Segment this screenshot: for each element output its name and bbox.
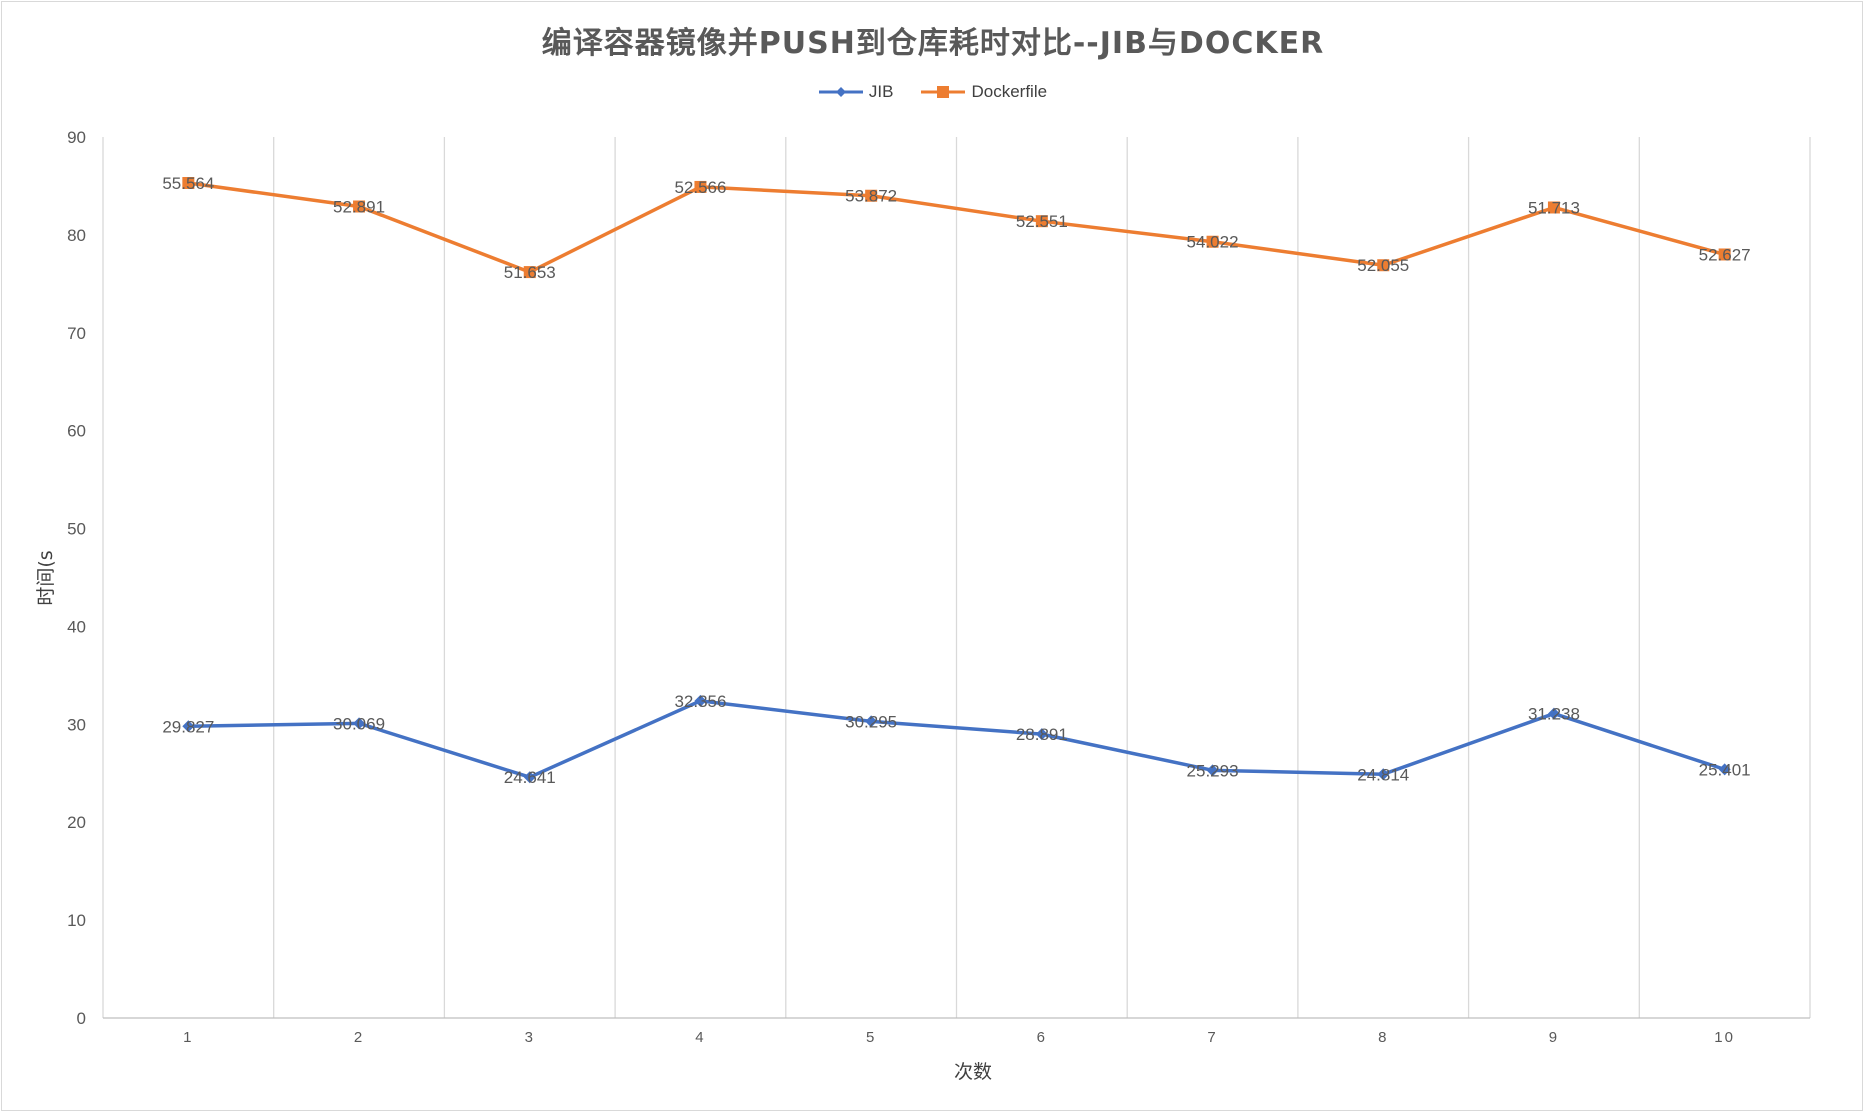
x-tick-label: 5 bbox=[866, 1029, 876, 1046]
data-point bbox=[1035, 215, 1048, 228]
data-label: 55.564 bbox=[162, 174, 214, 193]
data-point bbox=[523, 266, 536, 279]
data-label: 52.055 bbox=[1357, 256, 1409, 275]
y-tick-label: 90 bbox=[67, 128, 86, 147]
data-label: 28.891 bbox=[1016, 725, 1068, 744]
series-jib: 29.827 30.069 24.641 32.356 30.295 28.891 25.2… bbox=[162, 692, 1750, 787]
data-point bbox=[1377, 259, 1390, 272]
y-tick-label: 10 bbox=[67, 911, 86, 930]
data-point bbox=[1206, 764, 1219, 777]
data-label: 29.827 bbox=[162, 717, 214, 736]
data-point bbox=[182, 720, 195, 733]
x-tick-label: 7 bbox=[1207, 1029, 1217, 1046]
data-point bbox=[182, 177, 195, 190]
legend-swatch-jib bbox=[818, 87, 863, 97]
y-axis-title: 时间(s bbox=[35, 550, 57, 605]
data-point bbox=[1206, 235, 1219, 248]
gridlines bbox=[102, 137, 1811, 1019]
legend-item-jib: JIB bbox=[818, 82, 894, 102]
data-point bbox=[694, 180, 707, 193]
data-label: 52.551 bbox=[1016, 212, 1068, 231]
x-tick-label: 10 bbox=[1714, 1029, 1735, 1046]
data-point bbox=[694, 694, 707, 707]
data-label: 30.295 bbox=[845, 712, 897, 731]
legend-item-dockerfile: Dockerfile bbox=[921, 82, 1047, 102]
legend-label-dockerfile: Dockerfile bbox=[971, 82, 1048, 101]
data-point bbox=[1377, 768, 1390, 781]
data-label: 25.401 bbox=[1699, 760, 1751, 779]
data-point bbox=[865, 715, 878, 728]
data-point bbox=[865, 189, 878, 202]
y-tick-label: 20 bbox=[67, 813, 86, 832]
data-label: 24.641 bbox=[504, 768, 556, 787]
series-line bbox=[188, 181, 1726, 274]
x-axis-title: 次数 bbox=[954, 1061, 992, 1083]
x-tick-label: 6 bbox=[1037, 1029, 1047, 1046]
data-label: 52.627 bbox=[1699, 245, 1751, 264]
x-tick-label: 8 bbox=[1378, 1029, 1388, 1046]
y-axis-ticks: 0 10 20 30 40 50 60 70 80 90 bbox=[67, 128, 86, 1028]
y-tick-label: 40 bbox=[67, 617, 86, 636]
y-tick-label: 70 bbox=[67, 324, 86, 343]
y-tick-label: 50 bbox=[67, 520, 86, 539]
data-label: 32.356 bbox=[674, 692, 726, 711]
data-label: 52.566 bbox=[674, 178, 726, 197]
data-label: 51.653 bbox=[504, 263, 556, 282]
data-point bbox=[1547, 707, 1560, 720]
data-point bbox=[1718, 763, 1731, 776]
y-tick-label: 60 bbox=[67, 422, 86, 441]
data-point bbox=[1035, 728, 1048, 741]
x-tick-label: 4 bbox=[695, 1029, 705, 1046]
series-dockerfile: 55.564 52.891 51.653 52.566 53.872 52.551 54.0… bbox=[162, 174, 1750, 282]
data-label: 30.069 bbox=[333, 714, 385, 733]
x-tick-label: 3 bbox=[525, 1029, 535, 1046]
series-layer: 29.827 30.069 24.641 32.356 30.295 28.891 25.2… bbox=[162, 174, 1750, 787]
y-tick-label: 30 bbox=[67, 715, 86, 734]
data-label: 25.293 bbox=[1187, 761, 1239, 780]
data-point bbox=[523, 771, 536, 784]
data-label: 31.238 bbox=[1528, 705, 1580, 724]
chart-title: 编译容器镜像并PUSH到仓库耗时对比--JIB与DOCKER bbox=[541, 26, 1325, 61]
legend-label-jib: JIB bbox=[868, 82, 894, 101]
data-point bbox=[1718, 248, 1731, 261]
data-point bbox=[1547, 201, 1560, 214]
data-label: 52.891 bbox=[333, 198, 385, 217]
y-tick-label: 80 bbox=[67, 226, 86, 245]
y-tick-label: 0 bbox=[77, 1009, 86, 1028]
legend-swatch-dockerfile bbox=[921, 86, 966, 98]
x-tick-label: 9 bbox=[1549, 1029, 1559, 1046]
x-tick-label: 2 bbox=[354, 1029, 364, 1046]
legend: JIB Dockerfile bbox=[0, 82, 1866, 102]
data-point bbox=[353, 200, 366, 213]
data-label: 53.872 bbox=[845, 187, 897, 206]
data-label: 51.713 bbox=[1528, 198, 1580, 217]
data-label: 54.022 bbox=[1187, 233, 1239, 252]
series-line bbox=[188, 699, 1726, 779]
data-point bbox=[353, 717, 366, 730]
x-axis-ticks: 1 2 3 4 5 6 7 8 9 10 bbox=[183, 1029, 1735, 1046]
data-label: 24.814 bbox=[1357, 765, 1409, 784]
x-tick-label: 1 bbox=[183, 1029, 193, 1046]
